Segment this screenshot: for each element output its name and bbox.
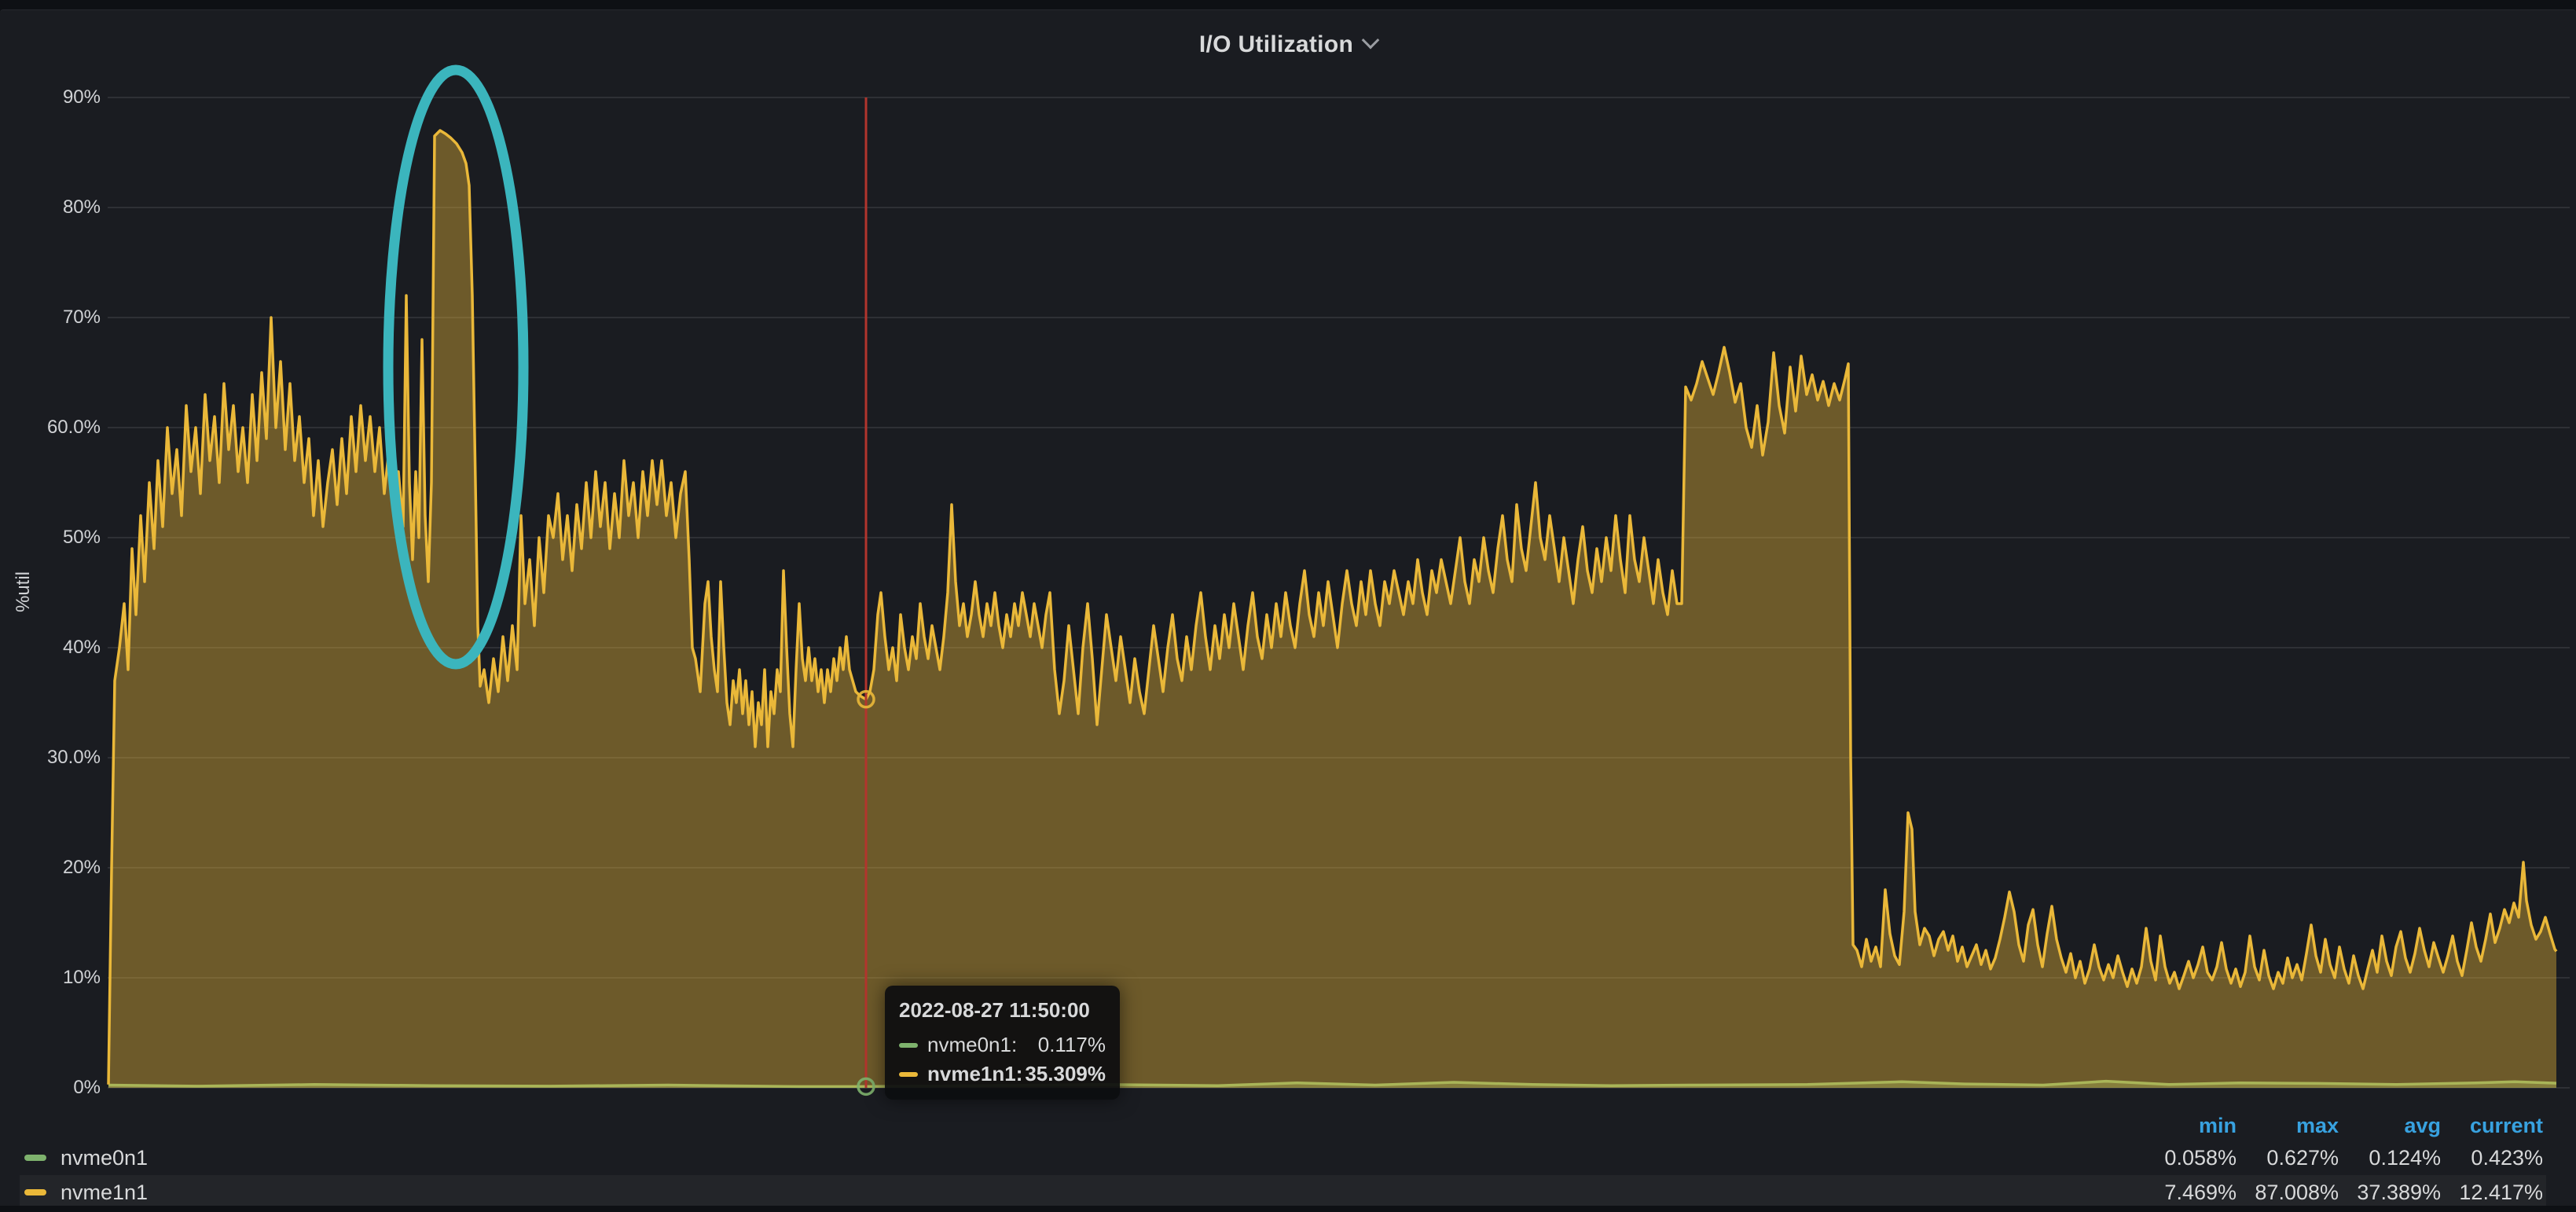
- legend-stat-nvme0n1-current: 0.423%: [2441, 1146, 2543, 1170]
- legend-series-toggle-nvme1n1[interactable]: nvme1n1: [24, 1181, 2134, 1205]
- legend-row-nvme1n1: nvme1n1 7.469%87.008%37.389%12.417%: [20, 1175, 2546, 1210]
- legend-stat-nvme0n1-avg: 0.124%: [2339, 1146, 2441, 1170]
- tooltip-series-label: nvme0n1:: [927, 1033, 1017, 1057]
- y-tick-30: 30.0%: [0, 747, 101, 769]
- tooltip-series-rows: nvme0n1: 0.117% nvme1n1:35.309%: [899, 1030, 1106, 1089]
- legend-table: minmaxavgcurrent nvme0n1 0.058%0.627%0.124…: [20, 1111, 2546, 1210]
- hover-tooltip: 2022-08-27 11:50:00 nvme0n1: 0.117% nvme1n…: [885, 986, 1120, 1100]
- legend-header-row: minmaxavgcurrent: [20, 1111, 2546, 1140]
- timeseries-chart-canvas[interactable]: [0, 10, 2576, 1212]
- panel-bottom-edge: [0, 1206, 2576, 1212]
- series-color-dash-icon[interactable]: [24, 1155, 46, 1161]
- tooltip-row-nvme1n1: nvme1n1:35.309%: [899, 1060, 1106, 1089]
- legend-stat-nvme1n1-max: 87.008%: [2237, 1181, 2339, 1205]
- legend-row-nvme0n1: nvme0n1 0.058%0.627%0.124%0.423%: [20, 1140, 2546, 1175]
- legend-series-name[interactable]: nvme1n1: [61, 1181, 148, 1205]
- y-tick-20: 20%: [0, 857, 101, 879]
- y-tick-0: 0%: [0, 1077, 101, 1099]
- legend-stat-nvme1n1-avg: 37.389%: [2339, 1181, 2441, 1205]
- y-tick-70: 70%: [0, 307, 101, 329]
- legend-stat-nvme1n1-current: 12.417%: [2441, 1181, 2543, 1205]
- legend-header-current[interactable]: current: [2441, 1114, 2543, 1138]
- y-tick-40: 40%: [0, 637, 101, 659]
- tooltip-timestamp: 2022-08-27 11:50:00: [899, 998, 1106, 1023]
- legend-series-toggle-nvme0n1[interactable]: nvme0n1: [24, 1146, 2134, 1170]
- y-tick-80: 80%: [0, 196, 101, 219]
- series-color-dash-icon[interactable]: [24, 1189, 46, 1195]
- y-tick-10: 10%: [0, 967, 101, 989]
- y-tick-90: 90%: [0, 86, 101, 108]
- tooltip-series-label: nvme1n1:: [927, 1062, 1022, 1086]
- legend-series-name[interactable]: nvme0n1: [61, 1146, 148, 1170]
- legend-header-avg[interactable]: avg: [2339, 1114, 2441, 1138]
- legend-header-max[interactable]: max: [2237, 1114, 2339, 1138]
- legend-header-min[interactable]: min: [2134, 1114, 2237, 1138]
- tooltip-series-value: 35.309%: [1025, 1062, 1106, 1086]
- y-axis-label: %util: [13, 571, 35, 612]
- grafana-dashboard-page: I/O Utilization 90%80%70%60.0%50%40%30.0…: [0, 0, 2576, 1212]
- io-utilization-panel: I/O Utilization 90%80%70%60.0%50%40%30.0…: [0, 9, 2576, 1212]
- tooltip-row-nvme0n1: nvme0n1: 0.117%: [899, 1030, 1106, 1060]
- legend-stat-nvme1n1-min: 7.469%: [2134, 1181, 2237, 1205]
- series-color-dash-icon: [899, 1072, 918, 1077]
- tooltip-series-value: 0.117%: [1038, 1033, 1106, 1057]
- legend-stat-nvme0n1-min: 0.058%: [2134, 1146, 2237, 1170]
- series-color-dash-icon: [899, 1043, 918, 1048]
- y-tick-60: 60.0%: [0, 417, 101, 439]
- y-tick-50: 50%: [0, 527, 101, 549]
- legend-stat-nvme0n1-max: 0.627%: [2237, 1146, 2339, 1170]
